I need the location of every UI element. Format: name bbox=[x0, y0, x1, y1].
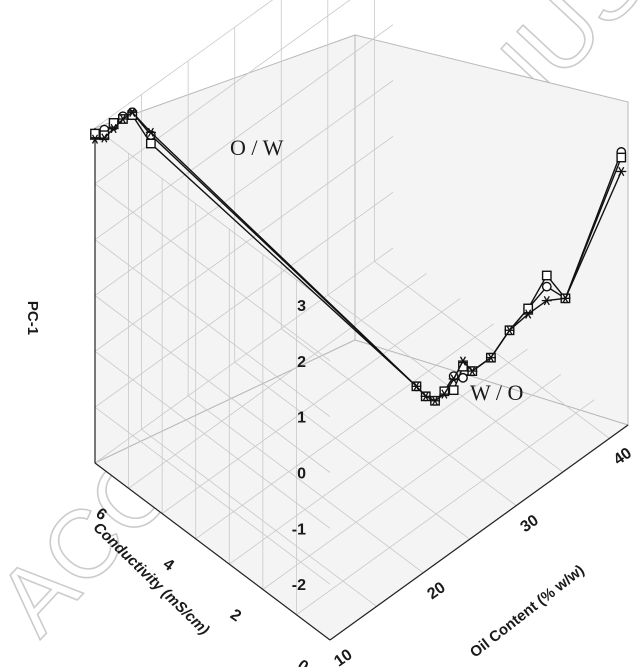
marker-asterisk bbox=[90, 134, 100, 144]
z-gridline-left bbox=[94, 183, 331, 362]
z-gridline-right bbox=[94, 80, 394, 296]
z-gridline-right bbox=[94, 0, 351, 185]
x-tick-label: 30 bbox=[518, 512, 542, 536]
z-tick-label: 0 bbox=[297, 466, 306, 483]
x-tick-label: 40 bbox=[611, 445, 635, 469]
y-tick-label: 2 bbox=[227, 606, 244, 625]
x-gridline-floor bbox=[281, 328, 517, 506]
marker-asterisk bbox=[616, 166, 627, 177]
z-axis-ticks: 3 2 1 0 -1 -2 bbox=[292, 298, 306, 594]
z-gridline-left bbox=[94, 406, 331, 585]
marker-square bbox=[541, 270, 552, 281]
y-gridline-floor bbox=[128, 272, 427, 489]
z-gridline-right bbox=[94, 191, 394, 408]
marker-square bbox=[99, 130, 110, 141]
marker-asterisk bbox=[541, 295, 552, 306]
marker-square bbox=[108, 118, 119, 128]
marker-asterisk bbox=[420, 391, 431, 401]
marker-asterisk bbox=[504, 325, 515, 335]
x-tick-label: 20 bbox=[424, 579, 448, 603]
annotation-ow: O / W bbox=[230, 135, 284, 160]
marker-square bbox=[448, 385, 459, 396]
y-tick-label: 4 bbox=[160, 556, 177, 575]
marker-square bbox=[90, 128, 100, 139]
z-tick-label: 2 bbox=[297, 354, 306, 371]
z-gridline-left bbox=[94, 239, 331, 417]
marker-asterisk bbox=[467, 366, 478, 376]
y-gridline-floor bbox=[195, 323, 494, 540]
y-gridline-floor bbox=[229, 348, 528, 565]
marker-asterisk bbox=[448, 374, 459, 384]
z-tick-label: 3 bbox=[297, 298, 306, 315]
z-tick-label: -1 bbox=[292, 521, 306, 538]
marker-asterisk bbox=[99, 133, 110, 143]
x-gridline-floor bbox=[234, 361, 470, 540]
x-axis-line bbox=[329, 424, 629, 641]
chart-box-edges bbox=[94, 128, 629, 641]
marker-asterisk bbox=[430, 396, 441, 406]
marker-asterisk bbox=[411, 381, 422, 391]
marker-asterisk bbox=[457, 356, 468, 366]
z-gridline-right bbox=[94, 0, 274, 129]
x-gridline-floor bbox=[141, 429, 377, 607]
y-gridline-floor bbox=[296, 399, 595, 616]
marker-asterisk bbox=[439, 389, 450, 399]
chart-panes bbox=[94, 34, 630, 641]
marker-circle bbox=[541, 281, 552, 292]
marker-asterisk bbox=[485, 353, 496, 363]
marker-square bbox=[439, 386, 450, 397]
annotation-wo: W / O bbox=[470, 380, 523, 405]
y-gridline-floor bbox=[262, 374, 562, 590]
marker-asterisk bbox=[560, 293, 571, 303]
z-tick-label: -2 bbox=[292, 577, 306, 594]
x-tick-label: 10 bbox=[331, 646, 355, 667]
x-gridline-floor bbox=[374, 261, 610, 439]
marker-square bbox=[145, 138, 156, 149]
z-gridline-left bbox=[94, 127, 331, 306]
chart-series-group bbox=[90, 107, 627, 406]
marker-asterisk bbox=[145, 127, 156, 138]
chart-gridlines bbox=[94, 0, 610, 616]
z-gridline-right bbox=[94, 136, 394, 352]
marker-asterisk bbox=[108, 123, 119, 134]
y-tick-label: 0 bbox=[294, 657, 311, 667]
y-gridline-floor bbox=[161, 298, 461, 514]
z-axis-title: PC-1 bbox=[24, 301, 41, 335]
z-gridline-left bbox=[94, 295, 331, 473]
x-axis-title: Oil Content (% w/w) bbox=[467, 562, 588, 662]
z-gridline-right bbox=[94, 24, 394, 240]
x-gridline-floor bbox=[327, 294, 564, 473]
y-gridline-floor bbox=[94, 247, 394, 464]
marker-asterisk bbox=[117, 114, 128, 124]
y-axis-line bbox=[94, 462, 331, 641]
marker-square bbox=[616, 152, 627, 163]
marker-square bbox=[523, 303, 534, 314]
z-tick-label: 1 bbox=[297, 410, 306, 427]
marker-asterisk bbox=[523, 309, 534, 319]
z-gridline-left bbox=[94, 351, 331, 529]
x-gridline-floor bbox=[187, 395, 424, 574]
marker-asterisk bbox=[127, 107, 138, 117]
